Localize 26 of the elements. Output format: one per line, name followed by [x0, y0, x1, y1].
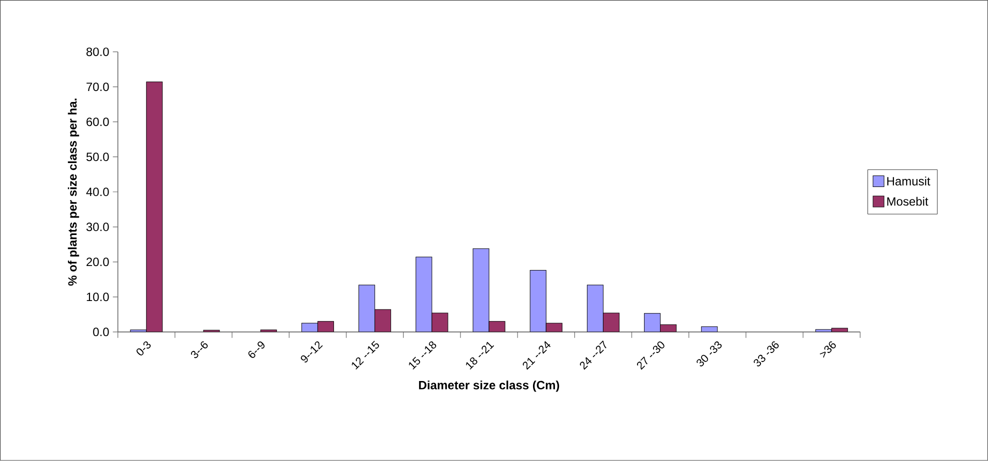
x-axis-title: Diameter size class (Cm)	[419, 380, 560, 392]
x-tick-label: 15 --18	[408, 341, 436, 370]
legend-label: Mosebit	[887, 196, 928, 206]
x-tick-label: 27 --30	[636, 342, 664, 370]
y-axis-title: % of plants per size class per ha.	[68, 98, 80, 286]
bar	[701, 326, 718, 332]
y-tick-label: 10.0	[86, 292, 109, 302]
y-tick-label: 40.0	[86, 188, 109, 196]
x-tick-label: 24 --27	[580, 340, 606, 370]
y-tick-label: 60.0	[86, 118, 109, 126]
x-tick-label: 6--9	[248, 342, 265, 358]
y-tick-label: 0.0	[93, 328, 109, 336]
x-tick-label: 18 --21	[466, 342, 494, 370]
y-tick-label: 70.0	[86, 82, 109, 92]
y-tick-label: 50.0	[86, 152, 109, 162]
x-tick-label: 0-3	[136, 341, 151, 356]
x-tick-label: 3--6	[190, 341, 208, 358]
x-tick-label: 21 --24	[522, 341, 551, 370]
x-tick-label: 33 -36	[754, 341, 779, 367]
y-tick-label: 30.0	[86, 222, 109, 232]
x-tick-label: >36	[820, 341, 836, 358]
x-tick-label: 12 --15	[352, 340, 379, 370]
y-tick-label: 80.0	[86, 48, 109, 56]
x-tick-label: 30 -33	[696, 341, 722, 367]
y-tick-label: 20.0	[86, 258, 109, 266]
legend-label: Hamusit	[887, 176, 930, 186]
